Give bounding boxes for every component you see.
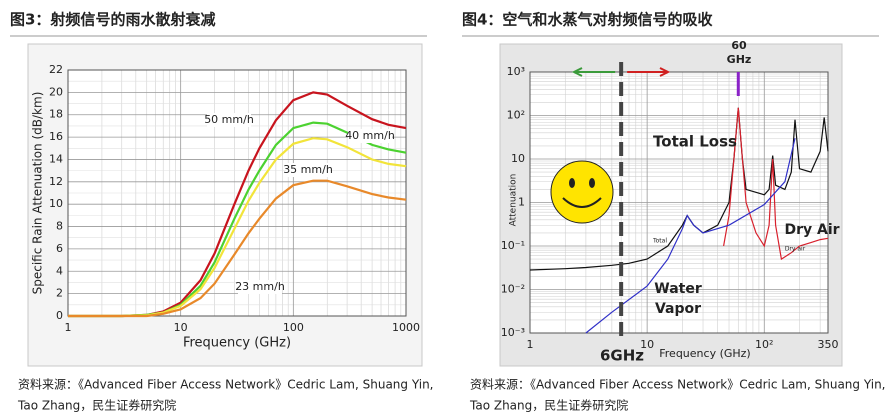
source-note: Tao Zhang，民生证券研究院 [469, 398, 628, 413]
x-tick-label: 10 [174, 321, 188, 334]
annotation: Vapor [655, 301, 701, 317]
x-tick-label: 1 [527, 338, 534, 351]
source-note: Tao Zhang，民生证券研究院 [17, 398, 176, 413]
annotation: 50 mm/h [204, 113, 254, 126]
y-tick-label: 8 [56, 220, 63, 233]
x-axis-title: Frequency (GHz) [183, 336, 291, 351]
annotation: Dry air [785, 246, 806, 253]
annotation: 60 [731, 39, 747, 52]
x-tick-label: 1000 [392, 321, 420, 334]
y-tick-label: 12 [49, 175, 63, 188]
annotation: Water [654, 281, 702, 297]
x-tick-label: 10² [755, 338, 773, 351]
smiley-mouth [562, 197, 602, 208]
y-tick-label: 0 [56, 309, 63, 322]
arrow-right [627, 67, 671, 77]
arrow-left [571, 67, 616, 77]
annotation: Total [652, 238, 667, 245]
y-tick-label: 10² [507, 109, 525, 122]
plot-border [529, 71, 829, 334]
y-tick-label: 14 [49, 152, 63, 165]
series-line [723, 107, 829, 261]
annotation: 6GHz [600, 347, 644, 365]
y-tick-label: 10⁻² [501, 283, 525, 296]
annotation: 40 mm/h [345, 129, 395, 142]
smiley-eye [589, 178, 595, 188]
y-tick-label: 6 [56, 242, 63, 255]
figure-title: 图4：空气和水蒸气对射频信号的吸收 [462, 11, 712, 29]
annotation: GHz [727, 53, 752, 66]
y-tick-label: 10³ [507, 65, 525, 78]
annotation-bg [207, 113, 251, 127]
source-note: 资料来源：《Advanced Fiber Access Network》Cedr… [470, 378, 886, 392]
x-tick-label: 1 [65, 321, 72, 334]
y-tick-label: 4 [56, 264, 63, 277]
annotation-bg [286, 163, 330, 177]
y-tick-label: 18 [49, 108, 63, 121]
x-axis-title: Frequency (GHz) [659, 347, 750, 360]
y-tick-label: 22 [49, 63, 63, 76]
series-line [68, 179, 407, 318]
x-tick-label: 100 [283, 321, 304, 334]
series-line [585, 138, 796, 334]
x-tick-label: 350 [818, 338, 839, 351]
annotation-bg [348, 129, 392, 143]
y-tick-label: 10⁻³ [501, 326, 525, 339]
figure-title: 图3：射频信号的雨水散射衰减 [10, 11, 215, 29]
annotation: Dry Air [784, 222, 839, 238]
annotation: 35 mm/h [283, 163, 333, 176]
y-tick-label: 16 [49, 130, 63, 143]
y-tick-label: 20 [49, 85, 63, 98]
y-tick-label: 10 [511, 152, 525, 165]
y-tick-label: 10⁻¹ [501, 239, 525, 252]
annotation-bg [238, 280, 282, 294]
y-tick-label: 2 [56, 287, 63, 300]
y-axis-title: Attenuation [509, 174, 519, 227]
smiley-eye [569, 178, 575, 188]
annotation: 23 mm/h [235, 280, 285, 293]
plot-border [67, 69, 407, 317]
x-tick-label: 10 [640, 338, 654, 351]
smiley [550, 160, 614, 224]
y-axis-title: Specific Rain Attenuation (dB/km) [31, 92, 45, 295]
y-tick-label: 10 [49, 197, 63, 210]
source-note: 资料来源：《Advanced Fiber Access Network》Cedr… [18, 378, 434, 392]
annotation: Total Loss [653, 133, 737, 151]
y-tick-label: 1 [518, 196, 525, 209]
